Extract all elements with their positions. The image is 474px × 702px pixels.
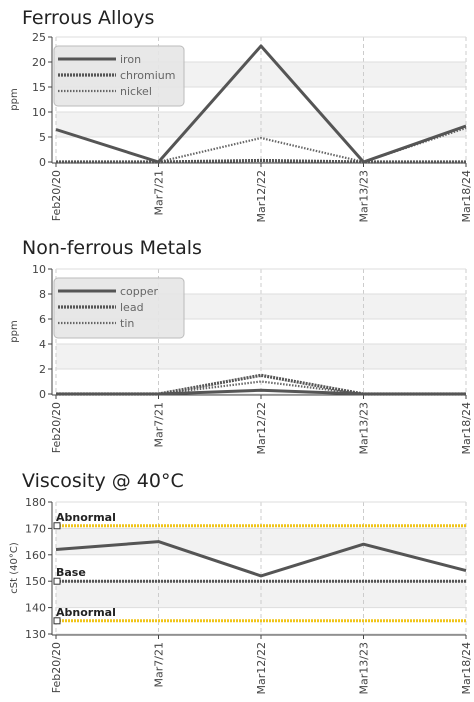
- reference-marker: [53, 522, 61, 530]
- reference-marker: [53, 617, 61, 625]
- x-tick-label: Mar18/24: [460, 170, 473, 222]
- x-tick-label: Mar7/21: [153, 642, 166, 687]
- chart-panel-1: Ferrous Alloys 0 5 10 15 20 25 ppm Feb20/20 Mar7/…: [9, 7, 473, 222]
- x-tick-label: Mar7/21: [153, 170, 166, 215]
- legend-label: iron: [120, 53, 141, 66]
- legend-label: lead: [120, 301, 144, 314]
- y-tick-label: 25: [32, 31, 46, 44]
- reference-line-label: Abnormal: [56, 606, 116, 619]
- y-tick-label: 20: [32, 56, 46, 69]
- series-line-copper: [56, 388, 466, 396]
- x-tick-label: Mar12/22: [255, 642, 268, 694]
- x-tick-label: Mar12/22: [255, 170, 268, 222]
- y-tick-label: 130: [25, 628, 46, 641]
- series-line-chromium: [56, 158, 466, 164]
- reference-line-label: Base: [56, 566, 86, 579]
- reference-line-label: Abnormal: [56, 511, 116, 524]
- y-tick-label: 10: [32, 263, 46, 276]
- y-tick-label: 140: [25, 602, 46, 615]
- reference-marker: [53, 577, 61, 585]
- y-tick-label: 4: [39, 338, 46, 351]
- y-tick-label: 150: [25, 575, 46, 588]
- x-tick-label: Mar7/21: [153, 402, 166, 447]
- chart-title: Ferrous Alloys: [22, 7, 154, 29]
- x-tick-label: Mar13/23: [358, 170, 371, 222]
- legend-label: chromium: [120, 69, 176, 82]
- y-axis-label: ppm: [9, 88, 20, 110]
- x-tick-label: Mar12/22: [255, 402, 268, 454]
- y-tick-label: 5: [39, 131, 46, 144]
- chart-panel-2: Non-ferrous Metals 0 2 4 6 8 10 ppm Feb20/20 Mar7…: [9, 237, 473, 454]
- y-tick-label: 2: [39, 363, 46, 376]
- legend: copper lead tin: [53, 277, 185, 339]
- y-tick-label: 170: [25, 522, 46, 535]
- chart-title: Non-ferrous Metals: [22, 237, 202, 259]
- x-tick-label: Feb20/20: [50, 402, 63, 453]
- chart-title: Viscosity @ 40°C: [22, 470, 184, 492]
- y-tick-label: 15: [32, 81, 46, 94]
- legend: iron chromium nickel: [53, 45, 185, 107]
- y-tick-label: 6: [39, 313, 46, 326]
- chart-panel-3: Viscosity @ 40°C 130 140 150 160 170 180 cSt (4…: [9, 470, 473, 694]
- y-tick-label: 10: [32, 106, 46, 119]
- y-tick-label: 8: [39, 288, 46, 301]
- y-tick-label: 180: [25, 496, 46, 509]
- x-tick-label: Mar18/24: [460, 402, 473, 454]
- y-axis-label: ppm: [9, 320, 20, 342]
- legend-label: nickel: [120, 85, 152, 98]
- y-tick-label: 160: [25, 549, 46, 562]
- x-tick-label: Mar13/23: [358, 642, 371, 694]
- y-tick-label: 0: [39, 388, 46, 401]
- legend-label: tin: [120, 317, 134, 330]
- x-tick-label: Feb20/20: [50, 642, 63, 693]
- series-line-series-0: [55, 540, 467, 578]
- y-tick-label: 0: [39, 156, 46, 169]
- y-axis-label: cSt (40°C): [9, 542, 20, 594]
- x-tick-label: Mar18/24: [460, 642, 473, 694]
- x-tick-label: Mar13/23: [358, 402, 371, 454]
- x-tick-label: Feb20/20: [50, 170, 63, 221]
- legend-label: copper: [120, 285, 159, 298]
